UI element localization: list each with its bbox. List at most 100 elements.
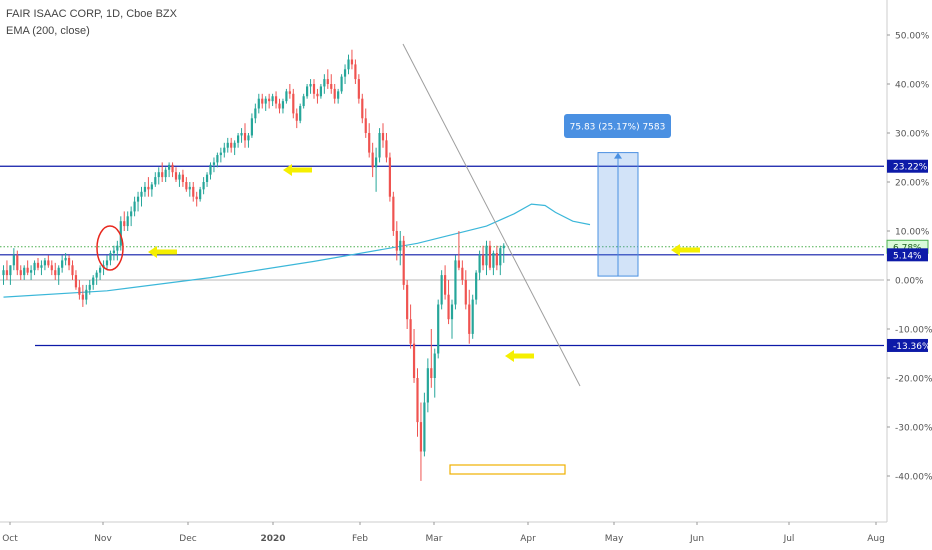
candle-body [64,257,67,261]
candle [192,182,195,202]
candle-body [395,231,398,251]
candle [250,113,253,138]
candle-body [475,272,478,300]
candle [226,137,229,153]
candle [492,250,495,276]
candle-body [337,91,340,99]
candle-body [230,142,233,148]
support-box [449,464,566,475]
candle [154,172,157,187]
candle-body [388,157,391,197]
candle-body [426,368,429,403]
candle [395,221,398,261]
candle [36,257,40,271]
candle-body [209,164,212,175]
candle-body [288,91,291,94]
candle [312,79,316,99]
candle-body [257,98,260,109]
candle [316,88,319,104]
candle [130,206,133,227]
candle [309,79,312,94]
candle [388,152,391,202]
candle [302,93,305,109]
candle-body [112,250,115,254]
candle-body [485,245,488,266]
candle [502,243,505,263]
candle-body [406,284,409,320]
candle [67,255,71,271]
candle [95,270,98,285]
candle-body [295,113,298,121]
candle [74,270,78,290]
candle-body [81,294,84,300]
x-tick-label: Aug [867,534,885,544]
candle [181,169,184,187]
candle [343,64,347,84]
candle-body [457,260,460,268]
candle [30,265,33,280]
annotation-layer: 75.83 (25.17%) 7583 [96,43,700,475]
candle-body [471,299,474,334]
candle-body [354,64,357,80]
candle [264,96,267,111]
candle [364,108,367,138]
candle [340,74,343,94]
candle [381,123,385,148]
candle-body [119,221,122,246]
candle [123,211,126,231]
candle-body [67,257,71,266]
candle [64,253,67,266]
candle-body [243,133,247,141]
candle-body [478,255,481,273]
candle [195,191,198,207]
x-tick-label: 2020 [260,534,285,544]
candle [495,245,498,271]
candle [230,137,233,153]
candle-body [36,262,40,268]
candle [254,103,257,124]
candle-body [312,84,316,94]
x-tick-label: Jun [689,534,704,544]
candle-body [199,189,202,200]
candle-body [57,267,60,276]
candle [378,128,381,163]
candle [326,69,329,89]
measure-label: 75.83 (25.17%) 7583 [570,123,666,133]
candle [375,147,378,192]
arrow-left-icon [148,246,177,258]
candle-body [250,118,253,136]
candle [157,167,160,185]
candle-body [16,255,19,271]
candle-body [136,196,140,202]
candle [50,260,53,276]
candle-body [412,343,416,378]
candle-body [140,191,143,197]
candle [278,98,281,114]
candle [92,275,95,290]
candle [454,255,457,310]
measure-arrow-head [614,152,622,159]
candle-body [371,152,374,168]
candle [12,248,15,271]
candle [295,108,298,129]
candle [61,255,64,273]
candle-body [343,69,347,77]
candle [71,260,74,280]
candle-body [492,253,495,268]
candle [350,49,354,70]
candle [337,88,340,104]
candle [188,182,191,197]
candle [147,177,150,197]
candle [150,182,153,197]
candle [385,133,388,163]
candle-body [195,196,198,200]
candle [461,260,464,285]
candle [23,265,26,280]
candle [174,167,178,182]
candle-body [392,196,395,231]
candle-body [268,98,271,102]
candle [437,299,440,359]
candle-body [464,280,467,305]
level-badge-label: 23.22% [893,163,928,173]
